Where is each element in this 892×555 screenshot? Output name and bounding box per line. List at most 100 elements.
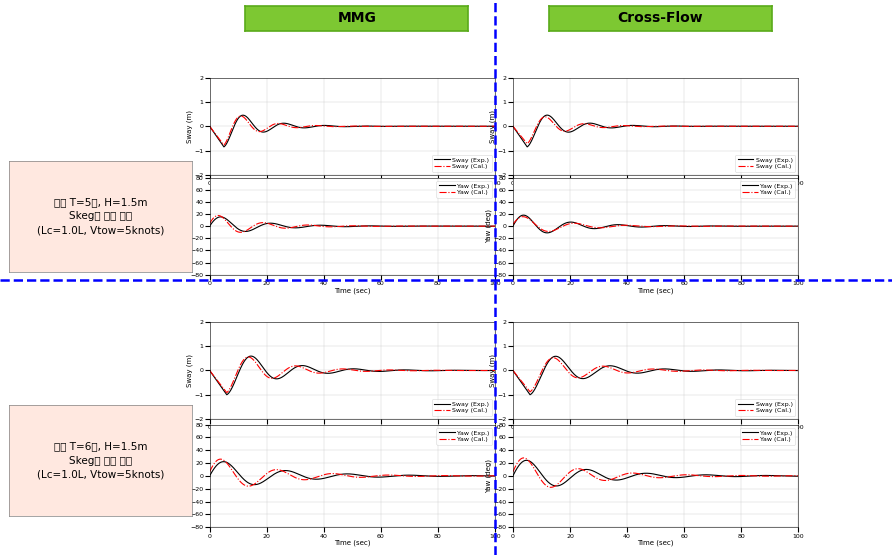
Text: 파도 T=5초, H=1.5m
Skeg가 없는 경우
(Lc=1.0L, Vtow=5knots): 파도 T=5초, H=1.5m Skeg가 없는 경우 (Lc=1.0L, Vt…	[37, 198, 164, 235]
Sway (Exp.)	[674, 123, 685, 129]
Yaw (Exp.)	[222, 216, 233, 223]
Yaw (Cal.)	[235, 229, 246, 236]
Y-axis label: Yaw (deg): Yaw (deg)	[485, 209, 492, 243]
Yaw (Exp.)	[681, 223, 692, 230]
Sway (Exp.)	[793, 367, 804, 374]
Sway (Cal.)	[222, 388, 233, 395]
Yaw (Exp.)	[387, 473, 398, 480]
Sway (Cal.)	[725, 367, 736, 374]
Yaw (Exp.)	[240, 228, 251, 235]
Yaw (Exp.)	[674, 223, 685, 230]
Sway (Exp.)	[378, 123, 389, 130]
Yaw (Cal.)	[378, 223, 389, 230]
Y-axis label: Sway (m): Sway (m)	[490, 354, 496, 387]
Yaw (Exp.)	[508, 473, 518, 480]
Sway (Exp.)	[387, 123, 398, 130]
Sway (Cal.)	[754, 123, 764, 130]
Sway (Cal.)	[690, 367, 701, 374]
Sway (Cal.)	[235, 113, 246, 119]
Yaw (Cal.)	[793, 223, 804, 230]
Sway (Exp.)	[524, 391, 535, 398]
Yaw (Exp.)	[754, 223, 764, 229]
X-axis label: Time (sec): Time (sec)	[638, 188, 673, 194]
Yaw (Cal.)	[725, 472, 736, 479]
Sway (Exp.)	[725, 367, 736, 374]
Yaw (Exp.)	[490, 473, 500, 480]
Line: Yaw (Exp.): Yaw (Exp.)	[513, 215, 798, 233]
Yaw (Cal.)	[204, 220, 215, 227]
Yaw (Cal.)	[793, 472, 804, 479]
Yaw (Cal.)	[525, 217, 536, 224]
Sway (Cal.)	[222, 135, 233, 142]
Sway (Exp.)	[204, 367, 215, 374]
Yaw (Exp.)	[422, 223, 433, 229]
Sway (Cal.)	[204, 367, 215, 374]
Yaw (Cal.)	[490, 223, 500, 229]
Yaw (Exp.)	[725, 223, 736, 230]
Yaw (Cal.)	[204, 468, 215, 475]
Yaw (Cal.)	[508, 468, 518, 475]
Yaw (Cal.)	[222, 219, 233, 226]
Sway (Exp.)	[525, 139, 536, 145]
Yaw (Cal.)	[215, 456, 226, 462]
Yaw (Cal.)	[222, 461, 233, 467]
Sway (Cal.)	[725, 123, 736, 130]
Sway (Exp.)	[754, 367, 764, 374]
Yaw (Cal.)	[422, 473, 433, 480]
Y-axis label: Yaw (deg): Yaw (deg)	[182, 209, 189, 243]
X-axis label: Time (sec): Time (sec)	[334, 188, 370, 194]
Yaw (Exp.)	[422, 473, 433, 480]
Sway (Cal.)	[681, 123, 692, 130]
Yaw (Cal.)	[681, 471, 692, 478]
Yaw (Exp.)	[525, 216, 536, 223]
Yaw (Exp.)	[204, 223, 215, 230]
Yaw (Exp.)	[793, 223, 804, 229]
Yaw (Cal.)	[371, 472, 382, 479]
Sway (Cal.)	[371, 367, 382, 374]
Yaw (Exp.)	[371, 474, 382, 481]
Yaw (Cal.)	[450, 223, 461, 230]
Sway (Exp.)	[550, 353, 561, 360]
Yaw (Cal.)	[754, 223, 764, 230]
Sway (Cal.)	[378, 367, 389, 374]
Yaw (Exp.)	[690, 472, 701, 479]
Yaw (Cal.)	[690, 223, 701, 230]
Y-axis label: Sway (m): Sway (m)	[186, 354, 193, 387]
Sway (Cal.)	[525, 135, 536, 142]
Sway (Cal.)	[674, 123, 685, 130]
Line: Yaw (Exp.): Yaw (Exp.)	[210, 217, 495, 231]
Line: Sway (Cal.): Sway (Cal.)	[210, 357, 495, 393]
Sway (Exp.)	[681, 368, 692, 375]
Yaw (Exp.)	[541, 230, 552, 236]
Yaw (Cal.)	[387, 472, 398, 478]
Line: Sway (Exp.): Sway (Exp.)	[513, 115, 798, 147]
Sway (Cal.)	[793, 367, 804, 374]
Sway (Cal.)	[490, 123, 500, 129]
Sway (Exp.)	[237, 112, 248, 119]
Legend: Yaw (Exp.), Yaw (Cal.): Yaw (Exp.), Yaw (Cal.)	[739, 428, 795, 445]
Sway (Exp.)	[508, 367, 518, 374]
Sway (Exp.)	[422, 367, 433, 374]
Line: Sway (Cal.): Sway (Cal.)	[513, 117, 798, 144]
Yaw (Exp.)	[450, 473, 461, 480]
Yaw (Cal.)	[674, 472, 685, 478]
Sway (Exp.)	[219, 144, 229, 150]
Line: Yaw (Cal.): Yaw (Cal.)	[210, 215, 495, 233]
Yaw (Exp.)	[378, 473, 389, 480]
Sway (Exp.)	[371, 368, 382, 375]
Yaw (Cal.)	[244, 483, 254, 490]
Sway (Exp.)	[450, 367, 461, 374]
Yaw (Cal.)	[213, 212, 224, 219]
Yaw (Exp.)	[551, 483, 562, 490]
X-axis label: Time (sec): Time (sec)	[638, 432, 673, 438]
Yaw (Exp.)	[219, 458, 229, 465]
Yaw (Exp.)	[371, 223, 382, 229]
Yaw (Exp.)	[222, 460, 233, 466]
Sway (Exp.)	[508, 123, 518, 129]
Sway (Exp.)	[681, 123, 692, 129]
Yaw (Exp.)	[793, 473, 804, 480]
Sway (Cal.)	[754, 367, 764, 374]
Yaw (Exp.)	[674, 474, 685, 481]
Sway (Exp.)	[422, 123, 433, 130]
Sway (Cal.)	[221, 390, 232, 396]
